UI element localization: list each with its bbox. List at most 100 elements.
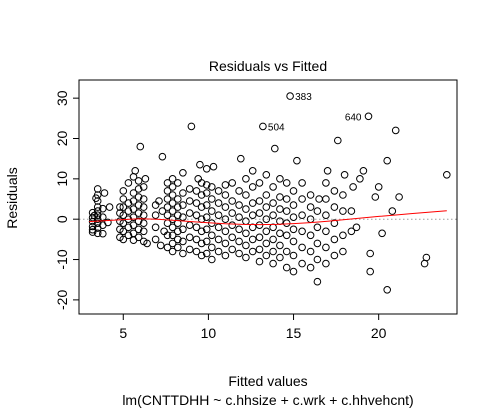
residual-point [197,227,206,236]
residual-point [255,197,264,205]
residual-point [359,167,368,175]
residual-point [221,239,230,248]
residual-point [163,243,172,252]
residual-point [163,179,172,187]
residual-point [143,239,151,248]
residual-point [306,231,315,240]
residual-point [322,227,330,236]
residual-point [422,253,431,262]
residual-point [330,219,339,227]
residual-point [378,229,386,238]
residual-point [119,195,128,203]
residual-point [119,187,128,195]
residual-point [179,249,187,258]
residual-point [269,223,277,232]
residual-point [168,223,177,232]
outlier-point [259,122,267,131]
residual-point [139,183,148,191]
residual-point [269,211,277,219]
residual-point [129,229,138,238]
residual-point [262,203,271,211]
residual-point [420,259,429,268]
residual-point [221,227,230,236]
residual-point [366,249,375,258]
residual-point [209,162,218,171]
residual-point [293,156,301,165]
residual-point [282,247,291,256]
residual-point [187,122,196,131]
residual-point [228,209,236,217]
residual-point [315,195,323,203]
outlier-point [364,112,373,121]
residual-point [276,175,284,183]
residual-point [151,223,160,232]
residual-point [242,217,250,225]
residual-point [388,207,397,215]
residual-point [93,185,102,193]
residual-point [289,237,298,246]
residual-point [168,183,177,191]
residual-point [179,169,187,177]
residual-point [242,191,250,199]
residual-point [313,223,322,232]
residual-point [174,219,182,227]
residual-point [185,221,194,229]
residual-point [322,211,330,219]
residual-point [330,251,339,260]
residual-point [192,187,201,195]
residual-point [322,195,330,203]
x-tick-label: 10 [201,325,217,341]
residual-point [93,215,102,223]
y-tick-label: 30 [54,90,70,106]
residual-point [134,201,143,209]
residual-point [139,227,148,236]
y-tick-label: 20 [54,131,70,147]
residual-point [158,152,167,161]
residual-point [330,235,339,244]
residual-point [339,231,347,240]
residual-point [192,247,201,256]
residual-point [276,205,284,213]
x-tick-label: 15 [286,325,302,341]
residual-point [174,227,182,236]
residual-point [289,225,298,234]
residual-point [163,231,172,240]
residual-point [163,195,172,203]
smoother-line [89,210,447,226]
residual-point [248,211,257,219]
residual-point [129,197,138,205]
residual-point [163,187,172,195]
residual-point [262,251,271,260]
residual-point [124,179,133,187]
residual-point [119,203,128,211]
residual-point [276,241,284,250]
plot-area: 383 640 504 5 10 15 20 -20 -10 0 10 20 30 [54,79,458,341]
residual-point [282,219,291,227]
residual-point [391,126,400,135]
residual-point [262,239,271,248]
residual-point [383,156,392,165]
residual-point [313,277,322,286]
residual-point [179,225,187,234]
residual-point [269,183,277,191]
residual-point [168,199,177,207]
residual-point [221,251,230,260]
residual-point [192,211,201,219]
x-axis-label: Fitted values [228,373,307,389]
residual-point [255,233,264,242]
residual-point [119,211,128,219]
residual-point [298,243,306,252]
residual-point [276,253,284,262]
residual-point [202,181,211,189]
residual-point [192,235,201,244]
y-tick-label: -10 [54,249,70,269]
residual-point [196,160,204,169]
residual-point [289,251,298,260]
residual-point [214,199,223,207]
residual-point [88,228,97,236]
y-tick-label: 10 [54,171,70,187]
residual-point [242,175,250,183]
residual-point [129,189,138,197]
residual-point [330,203,339,211]
